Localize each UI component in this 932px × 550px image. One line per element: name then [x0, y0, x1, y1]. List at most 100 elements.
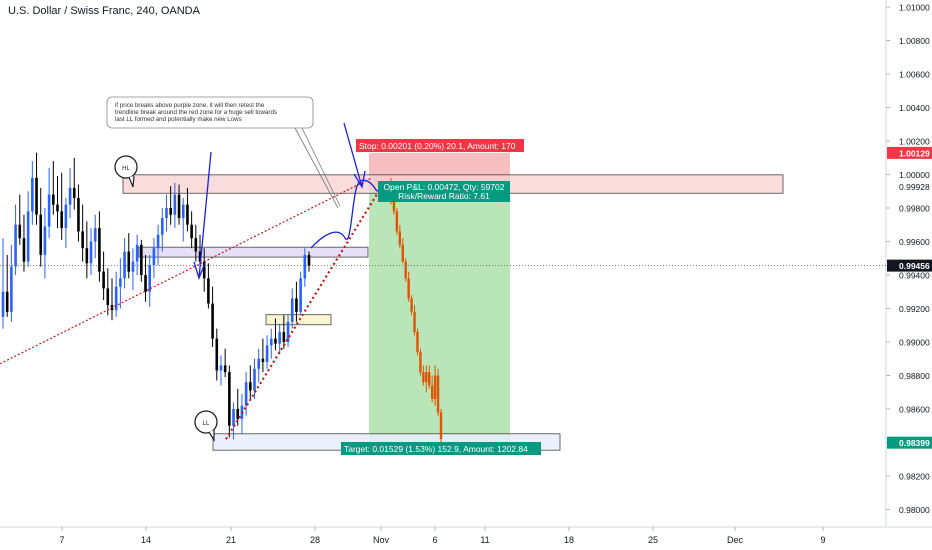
candle-body [232, 409, 235, 426]
candle-body [22, 238, 26, 262]
hl-label: HL [122, 166, 130, 172]
projected-candle-body [428, 372, 431, 386]
candle-body [127, 251, 131, 272]
candle-body [89, 241, 93, 264]
candle-body [299, 278, 302, 312]
candle-body [152, 248, 156, 265]
time-tick-label: 25 [648, 535, 658, 545]
price-axis-label-last: 0.99456 [899, 261, 930, 271]
candle-body [278, 331, 281, 344]
candle-body [219, 365, 223, 371]
candle-body [257, 358, 260, 369]
open-pnl-text: Open P&L: 0.00472, Qty: 59702 [384, 182, 505, 192]
candle-body [177, 194, 181, 219]
candle-body [72, 187, 76, 198]
candle-body [98, 228, 101, 272]
time-tick-label: 6 [432, 535, 437, 545]
candle-body [123, 251, 126, 279]
price-axis-label-plain: 0.99928 [899, 182, 930, 192]
candle-body [64, 204, 68, 229]
target-zone[interactable] [369, 186, 510, 443]
candle-body [31, 177, 34, 212]
candle-body [181, 204, 185, 219]
candle-body [198, 251, 202, 262]
time-tick-label: 21 [226, 535, 236, 545]
price-tick-label: 0.98600 [899, 405, 930, 415]
projected-candle-body [398, 231, 402, 245]
hl-bubble-tail [128, 175, 135, 188]
yellow-zone[interactable] [265, 314, 332, 326]
price-tick-label: 1.00600 [899, 70, 930, 80]
price-tick-label: 0.99800 [899, 204, 930, 214]
candle-body [211, 303, 214, 339]
price-axis-label-box [887, 436, 932, 449]
candle-body [93, 228, 97, 242]
projected-candle-body [407, 278, 410, 299]
broken-trendline[interactable] [0, 177, 373, 365]
candle-body [18, 224, 22, 239]
candle-body [194, 238, 198, 252]
candle-body [119, 278, 122, 287]
price-axis-label-box [887, 146, 932, 159]
projected-candle-body [422, 372, 425, 383]
risk-reward-text: Risk/Reward Ratio: 7.61 [398, 191, 490, 201]
candle-body [295, 298, 298, 312]
time-tick-label: 18 [564, 535, 574, 545]
candle-body [244, 382, 248, 406]
down-arrow-head [353, 170, 366, 189]
candle-body [1, 291, 5, 317]
candle-body [47, 194, 51, 227]
candle-body [165, 208, 168, 219]
note-callout[interactable] [106, 96, 314, 129]
candle-body [228, 372, 231, 426]
note-text-line: last LL formed and potentially make new … [115, 116, 242, 123]
candle-body [236, 409, 240, 420]
price-tick-label: 1.00400 [899, 103, 930, 113]
projected-candle-body [425, 372, 428, 383]
candle-body [160, 218, 164, 235]
candle-body [144, 275, 147, 292]
candle-body [60, 211, 63, 229]
target-label-box [341, 442, 541, 455]
projected-candle-body [433, 375, 437, 399]
price-axis-label-box [887, 180, 932, 193]
time-tick-label: 14 [141, 535, 151, 545]
candle-body [223, 365, 227, 373]
rising-trendline[interactable] [225, 182, 385, 440]
candle-body [148, 264, 152, 292]
candle-body [265, 345, 269, 363]
candle-body [140, 244, 143, 275]
candle-body [77, 197, 80, 232]
price-tick-label: 0.99000 [899, 338, 930, 348]
note-text-line: if price breaks above purple zone, it wi… [115, 102, 265, 109]
projected-candle-body [410, 298, 413, 312]
candle-body [253, 368, 256, 391]
ll-bubble-tail [208, 430, 215, 443]
candle-body [26, 211, 30, 262]
candle-body [156, 234, 160, 249]
projected-candle-body [439, 412, 443, 440]
candle-body [56, 204, 59, 212]
candle-body [85, 248, 89, 264]
down-arrow-head [193, 261, 206, 280]
price-axis-label-box [887, 259, 932, 272]
hl-bubble[interactable] [114, 155, 138, 179]
time-tick-label: 11 [480, 535, 489, 545]
candle-body [43, 226, 47, 255]
open-pnl-box [378, 181, 510, 202]
projected-candle-body [413, 311, 416, 332]
time-tick-label: 7 [59, 535, 64, 545]
candle-body [290, 298, 294, 322]
projected-candle-body [401, 244, 404, 262]
symbol-title: U.S. Dollar / Swiss Franc, 240, OANDA [8, 5, 200, 17]
candle-body [39, 214, 43, 255]
candle-body [173, 194, 177, 215]
price-tick-label: 0.99200 [899, 304, 930, 314]
projected-candle-body [392, 201, 396, 212]
candle-body [135, 244, 139, 262]
purple-zone[interactable] [138, 246, 369, 258]
ll-bubble[interactable] [194, 410, 218, 434]
projected-candle-body [419, 352, 422, 373]
candle-body [81, 231, 84, 249]
